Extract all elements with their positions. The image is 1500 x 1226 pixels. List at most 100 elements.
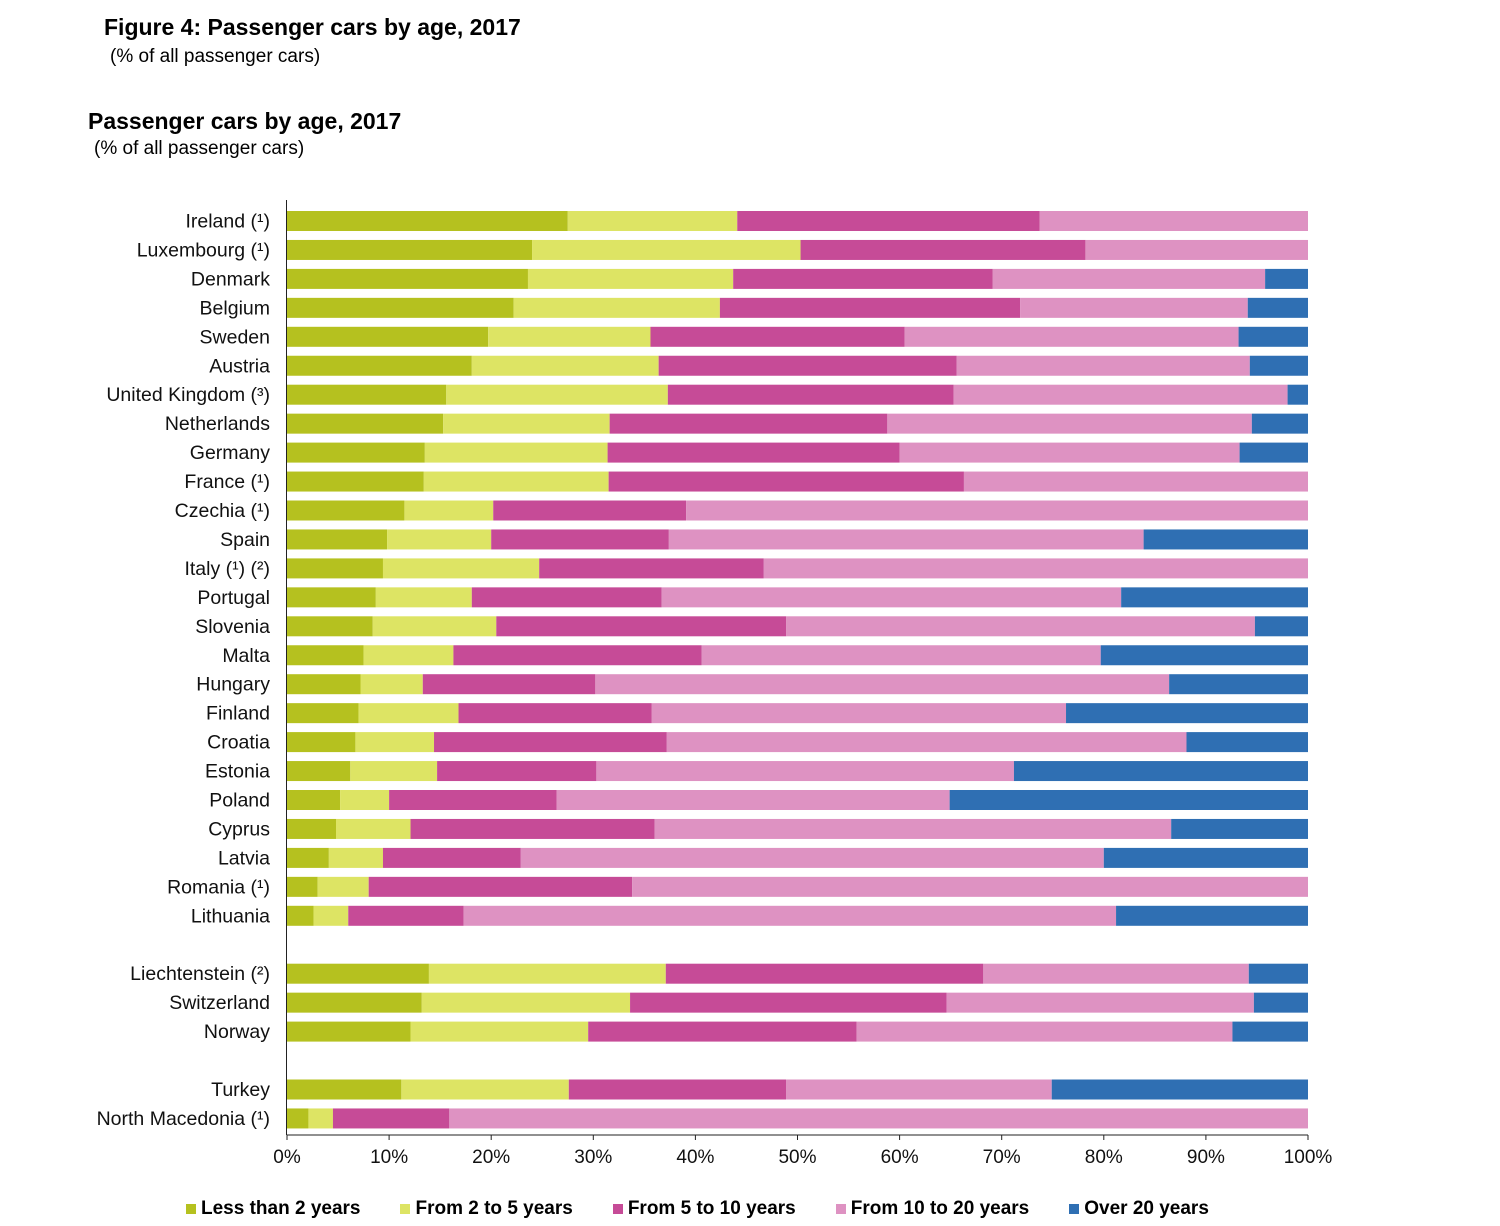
bar-segment xyxy=(556,790,950,810)
bar-segment xyxy=(350,761,438,782)
bar-segment xyxy=(1051,1079,1308,1100)
category-label: Liechtenstein (²) xyxy=(130,963,270,985)
bar-segment xyxy=(1085,239,1308,260)
bar-segment xyxy=(1251,413,1308,434)
bar-segment xyxy=(287,500,405,521)
category-label: Croatia xyxy=(207,732,270,754)
bar-segment xyxy=(404,500,494,521)
figure-title: Figure 4: Passenger cars by age, 2017 xyxy=(104,14,521,40)
chart-legend: Less than 2 years From 2 to 5 years From 5… xyxy=(186,1198,1249,1220)
bar-segment xyxy=(287,1079,402,1100)
bar-segment xyxy=(317,876,369,897)
legend-item: From 5 to 10 years xyxy=(612,1198,796,1220)
bar-segment xyxy=(608,471,964,492)
bar-segment xyxy=(686,500,1308,521)
bar-segment xyxy=(389,790,557,810)
bar-segment xyxy=(1253,992,1308,1013)
x-tick-label: 0% xyxy=(273,1147,301,1168)
category-label: Hungary xyxy=(196,674,270,696)
figure-subtitle: (% of all passenger cars) xyxy=(110,46,321,67)
bar-segment xyxy=(1039,211,1308,231)
bar-segment xyxy=(410,818,655,839)
x-tick-label: 40% xyxy=(676,1147,714,1168)
bar-segment xyxy=(443,413,610,434)
bar-segment xyxy=(287,790,341,810)
bar-segment xyxy=(992,268,1266,289)
bar-segment xyxy=(382,558,540,579)
category-label: Slovenia xyxy=(195,616,270,638)
legend-item: From 2 to 5 years xyxy=(400,1198,573,1220)
bar-segment xyxy=(287,239,533,260)
bar-segment xyxy=(983,963,1249,984)
legend-item: From 10 to 20 years xyxy=(835,1198,1029,1220)
x-tick-label: 80% xyxy=(1085,1147,1123,1168)
bar-segment xyxy=(340,790,390,810)
bar-segment xyxy=(287,587,376,608)
bar-segment xyxy=(963,471,1308,492)
bar-segment xyxy=(287,818,337,839)
bar-segment xyxy=(428,963,666,984)
bar-segment xyxy=(471,587,662,608)
bar-segment xyxy=(1143,529,1308,550)
bar-segment xyxy=(363,645,454,666)
bar-segment xyxy=(1066,703,1308,724)
bar-segment xyxy=(336,818,411,839)
bar-segment xyxy=(313,905,349,926)
legend-item: Over 20 years xyxy=(1069,1198,1209,1220)
bar-segment xyxy=(423,471,609,492)
category-label: Spain xyxy=(220,529,270,551)
bar-segment xyxy=(360,674,423,695)
category-label: France (¹) xyxy=(184,471,270,493)
bar-segment xyxy=(650,326,905,347)
bar-segment xyxy=(1116,905,1308,926)
bar-segment xyxy=(666,732,1187,753)
bar-segment xyxy=(287,326,489,347)
bar-segment xyxy=(1171,818,1308,839)
bar-segment xyxy=(661,587,1122,608)
bar-segment xyxy=(287,963,429,984)
bar-segment xyxy=(496,616,787,637)
legend-swatch xyxy=(612,1204,623,1214)
x-tick-label: 70% xyxy=(983,1147,1021,1168)
bar-segment xyxy=(527,268,734,289)
bar-segment xyxy=(1248,963,1308,984)
bar-segment xyxy=(446,384,668,405)
bar-segment xyxy=(946,992,1254,1013)
bar-segment xyxy=(607,442,900,463)
bar-segment xyxy=(287,616,373,637)
category-label: United Kingdom (³) xyxy=(106,384,270,406)
bar-segment xyxy=(422,674,596,695)
bar-segment xyxy=(437,761,597,782)
bar-segment xyxy=(763,558,1308,579)
bar-segment xyxy=(567,211,738,231)
bar-segment xyxy=(287,674,361,695)
bar-segment xyxy=(632,876,1308,897)
bar-segment xyxy=(348,905,464,926)
bar-segment xyxy=(520,847,1104,868)
legend-item: Less than 2 years xyxy=(186,1198,360,1220)
bar-segment xyxy=(513,297,720,318)
chart-subtitle: (% of all passenger cars) xyxy=(94,138,305,159)
bar-segment xyxy=(1238,326,1308,347)
bar-segment xyxy=(1103,847,1308,868)
bar-segment xyxy=(856,1021,1233,1042)
bar-segment xyxy=(1169,674,1308,695)
category-label: North Macedonia (¹) xyxy=(97,1108,270,1130)
bar-segment xyxy=(786,1079,1052,1100)
bar-segment xyxy=(1020,297,1248,318)
bar-segment xyxy=(588,1021,857,1042)
bar-segment xyxy=(463,905,1117,926)
bar-segment xyxy=(287,558,383,579)
bar-segment xyxy=(358,703,459,724)
bar-segment xyxy=(1239,442,1308,463)
bar-segment xyxy=(372,616,497,637)
bar-segment xyxy=(609,413,888,434)
bar-segment xyxy=(287,355,472,376)
category-label: Italy (¹) (²) xyxy=(184,558,270,580)
bar-segment xyxy=(449,1108,1309,1129)
bar-segment xyxy=(458,703,652,724)
bar-segment xyxy=(287,442,425,463)
bar-segment xyxy=(434,732,667,753)
chart-title: Passenger cars by age, 2017 xyxy=(88,108,402,134)
